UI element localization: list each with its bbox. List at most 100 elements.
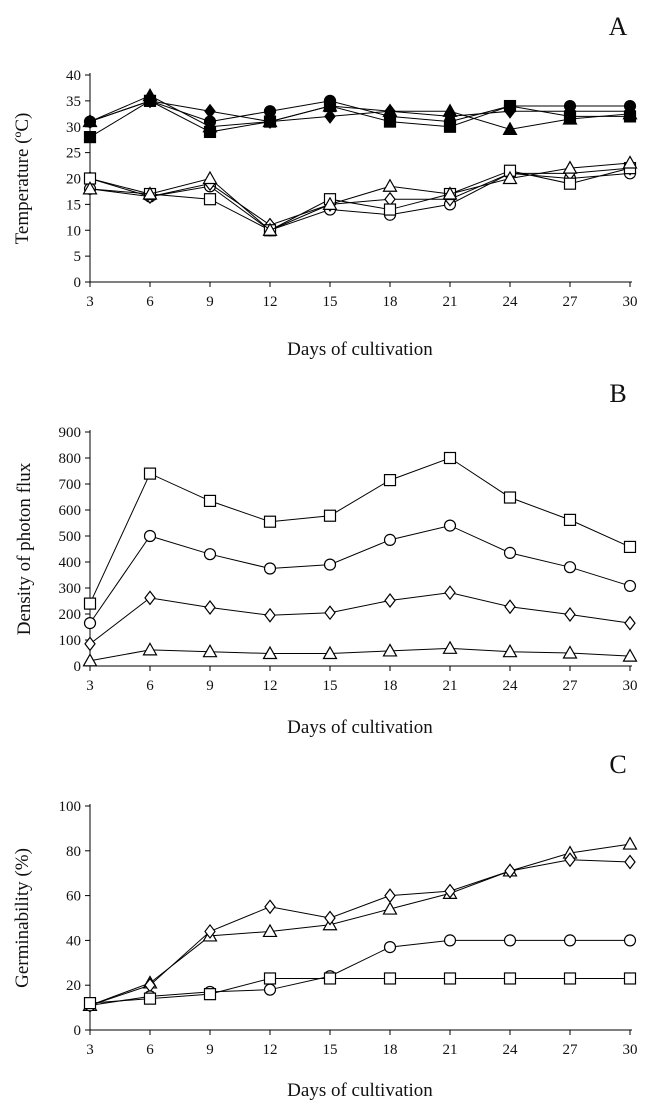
y-axis-label: Temperature (ºC) [12, 113, 33, 245]
data-point-square [563, 177, 577, 190]
data-point-square [83, 597, 97, 610]
data-point-triangle [382, 178, 398, 192]
data-point-diamond [504, 599, 516, 615]
y-tick-label: 100 [59, 799, 82, 815]
data-point-square [83, 997, 97, 1010]
x-tick-label: 9 [206, 678, 214, 694]
data-point-diamond [444, 883, 456, 899]
series-open-square [83, 451, 637, 610]
data-point-circle [83, 616, 97, 630]
x-tick-label: 6 [146, 678, 154, 694]
data-point-square [503, 491, 517, 504]
data-point-square [143, 467, 157, 480]
data-point-square [563, 972, 577, 985]
x-tick-label: 12 [263, 678, 278, 694]
data-point-triangle [442, 186, 458, 200]
y-tick-label: 0 [74, 659, 82, 675]
y-tick-label: 40 [66, 933, 81, 949]
data-point-triangle [262, 113, 278, 128]
x-tick-label: 12 [263, 1042, 278, 1058]
y-tick-label: 900 [59, 425, 82, 441]
data-point-diamond [264, 899, 276, 915]
data-point-square [383, 474, 397, 487]
series-filled-diamond [84, 93, 636, 130]
series-open-square [83, 972, 637, 1010]
x-tick-label: 30 [623, 1042, 638, 1058]
data-point-triangle [202, 170, 218, 185]
data-point-circle [143, 529, 157, 543]
data-point-diamond [564, 607, 576, 623]
x-tick-label: 27 [563, 1042, 579, 1058]
series-line [89, 525, 631, 624]
data-point-diamond [84, 636, 96, 652]
data-point-diamond [264, 607, 276, 623]
series-filled-square [83, 94, 637, 144]
x-tick-label: 3 [86, 294, 94, 310]
series-open-diamond [84, 852, 636, 1013]
data-point-square [383, 972, 397, 985]
data-point-diamond [384, 888, 396, 904]
data-point-square [143, 992, 157, 1005]
y-tick-label: 200 [59, 607, 82, 623]
data-point-square [443, 120, 457, 133]
y-axis-label: Density of photon flux [14, 462, 35, 635]
data-point-square [563, 513, 577, 526]
data-point-triangle [262, 645, 278, 660]
series-line [89, 592, 631, 645]
x-tick-label: 27 [563, 678, 579, 694]
data-point-triangle [142, 87, 158, 102]
series-line [89, 172, 631, 231]
data-point-square [323, 509, 337, 522]
data-point-triangle [82, 113, 98, 128]
data-point-triangle [442, 640, 458, 654]
data-point-triangle [322, 645, 338, 660]
series-line [89, 100, 630, 138]
data-point-circle [623, 579, 637, 593]
data-point-triangle [142, 642, 158, 656]
x-tick-label: 15 [323, 1042, 338, 1058]
y-tick-label: 600 [59, 503, 82, 519]
data-point-diamond [204, 103, 216, 119]
x-tick-label: 21 [443, 1042, 458, 1058]
data-point-square [443, 972, 457, 985]
y-tick-label: 700 [59, 477, 82, 493]
x-tick-label: 18 [383, 678, 398, 694]
x-axis-label: Days of cultivation [287, 339, 433, 360]
panel-letter: C [609, 750, 626, 779]
x-tick-label: 15 [323, 678, 338, 694]
panel-letter: A [609, 12, 628, 41]
data-point-square [383, 115, 397, 128]
x-tick-label: 24 [503, 294, 519, 310]
x-tick-label: 9 [206, 294, 214, 310]
data-point-diamond [204, 923, 216, 939]
x-tick-label: 30 [623, 678, 638, 694]
data-point-diamond [624, 854, 636, 870]
data-point-triangle [562, 645, 578, 659]
series-line [89, 167, 631, 231]
data-point-circle [443, 934, 457, 947]
y-tick-label: 35 [66, 94, 81, 110]
y-tick-label: 80 [66, 844, 81, 860]
y-tick-label: 0 [74, 1023, 82, 1039]
data-point-square [623, 972, 637, 985]
series-filled-triangle [82, 87, 638, 135]
data-point-diamond [324, 910, 336, 926]
y-tick-label: 0 [74, 275, 82, 291]
data-point-triangle [622, 836, 638, 850]
data-point-circle [203, 548, 217, 561]
data-point-circle [563, 561, 577, 574]
y-tick-label: 10 [66, 223, 81, 239]
data-point-circle [623, 934, 637, 947]
y-tick-label: 400 [59, 555, 82, 571]
y-tick-label: 5 [74, 249, 82, 265]
data-point-square [203, 193, 217, 206]
data-point-diamond [384, 592, 396, 608]
series-open-diamond [84, 160, 636, 233]
series-line [89, 859, 631, 1006]
x-tick-label: 3 [86, 678, 94, 694]
data-point-triangle [82, 653, 98, 667]
y-tick-label: 40 [66, 68, 81, 84]
y-tick-label: 300 [59, 581, 82, 597]
data-point-triangle [142, 186, 158, 200]
data-point-diamond [324, 605, 336, 621]
